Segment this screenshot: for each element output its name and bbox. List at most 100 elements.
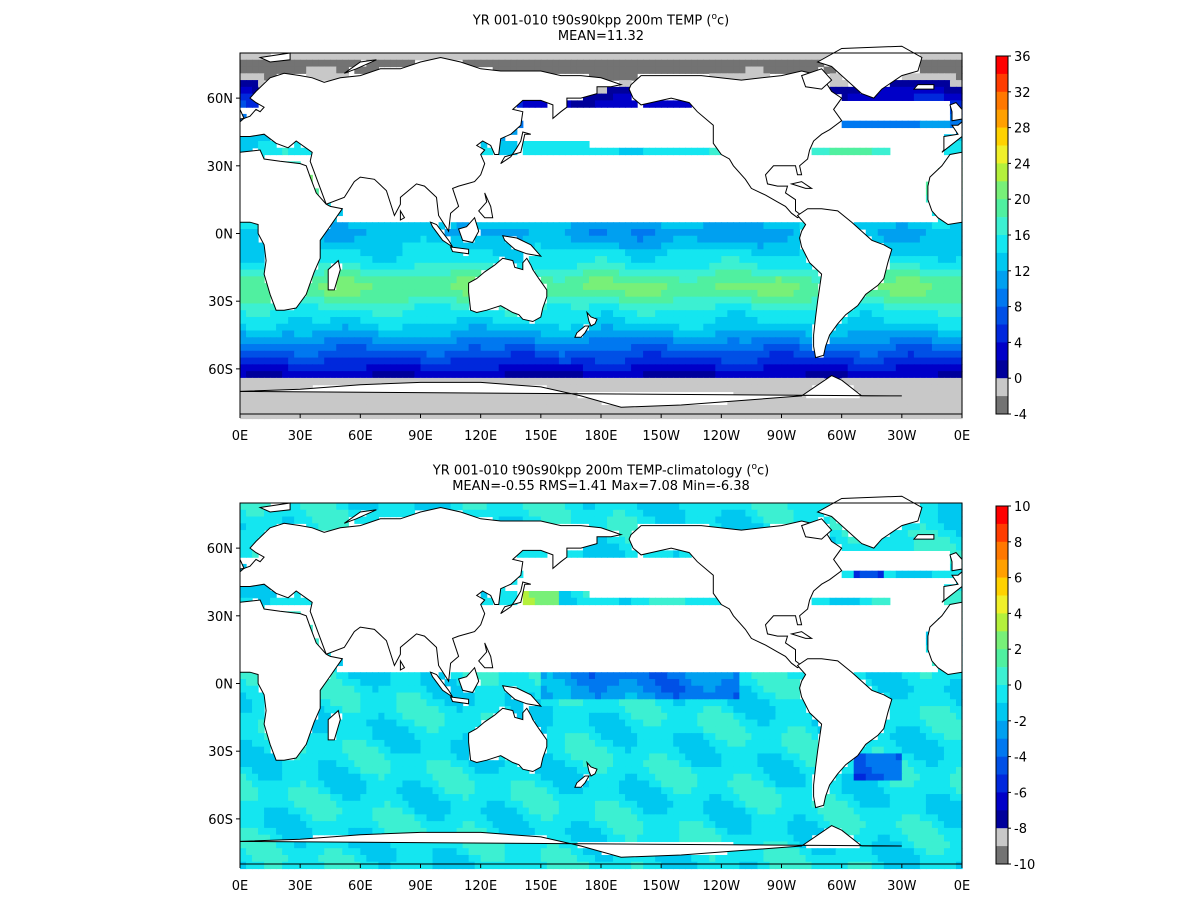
land-nz_south (574, 775, 590, 788)
lon-tick-label: 0E (954, 429, 971, 444)
lon-tick-label: 150W (642, 879, 680, 894)
lon-tick-label: 90W (767, 879, 797, 894)
map-panel-bottom: 0E 30E 60E 90E 120E 150E 180E 150W 120W 90W 60W 30W… (192, 495, 1035, 894)
lat-tick-label: 30N (207, 610, 233, 625)
colorbar-tick-label: 32 (1014, 86, 1031, 101)
colorbar-swatch (996, 73, 1008, 93)
land-novaya (344, 59, 377, 74)
colorbar-swatch (996, 163, 1008, 182)
colorbar-swatch (996, 360, 1008, 379)
lat-tick-label: 30N (207, 160, 233, 175)
land-nz_north (586, 310, 598, 327)
land-britain (240, 558, 245, 570)
map-title-bottom: YR 001-010 t90s90kpp 200m TEMP-climatolo… (432, 462, 770, 479)
lat-tick-label: 60N (207, 92, 233, 107)
colorbar-tick-label: 10 (1014, 500, 1031, 515)
map-title-top: YR 001-010 t90s90kpp 200m TEMP (oc) (472, 12, 730, 29)
colorbar-swatch (996, 235, 1008, 254)
colorbar-swatch (996, 595, 1008, 614)
lat-tick-label: 60S (208, 363, 233, 378)
lat-tick-label: 0N (215, 228, 233, 243)
colorbar-swatch (996, 306, 1008, 325)
land-japan (500, 581, 531, 615)
colorbar-swatch (996, 685, 1008, 704)
lon-tick-label: 60E (348, 429, 373, 444)
colorbar-swatch (996, 127, 1008, 146)
colorbar-swatch (996, 649, 1008, 668)
land-new_guinea (501, 685, 543, 707)
colorbar-swatch (996, 559, 1008, 578)
lon-tick-label: 0E (232, 429, 249, 444)
lon-tick-label: 60W (827, 429, 857, 444)
lon-tick-label: 30W (887, 429, 917, 444)
land-britain (949, 102, 962, 122)
colorbar-swatch (996, 613, 1008, 632)
lat-tick-label: 60N (207, 542, 233, 557)
lon-tick-label: 90E (408, 429, 433, 444)
colorbar-swatch (996, 756, 1008, 775)
colorbar-swatch (996, 288, 1008, 307)
land-nz_north (586, 760, 598, 777)
lon-tick-label: 90E (408, 879, 433, 894)
lon-tick-label: 180E (584, 879, 617, 894)
land-sri_lanka (399, 659, 406, 671)
lat-tick-label: 60S (208, 813, 233, 828)
land-novaya (344, 509, 377, 524)
land-north_america (628, 70, 843, 219)
lat-tick-label: 30S (208, 745, 233, 760)
colorbar-swatch (996, 828, 1008, 847)
land-new_guinea (501, 235, 543, 257)
colorbar-tick-label: -4 (1014, 408, 1027, 423)
land-nz_south (574, 325, 590, 338)
land-iceland (912, 534, 935, 540)
colorbar-tick-label: 4 (1014, 336, 1022, 351)
lon-tick-label: 0E (232, 879, 249, 894)
colorbar-swatch (996, 145, 1008, 164)
map-subtitle-bottom: MEAN=-0.55 RMS=1.41 Max=7.08 Min=-6.38 (452, 479, 750, 494)
lon-tick-label: 30E (288, 429, 313, 444)
colorbar-tick-label: 8 (1014, 301, 1022, 316)
land-australia (468, 257, 548, 323)
land-australia (468, 707, 548, 773)
land-madagascar (327, 709, 341, 741)
colorbar-swatch (996, 506, 1008, 525)
lon-axis: 0E 30E 60E 90E 120E 150E 180E 150W 120W 90W 60W 30W… (232, 414, 971, 444)
colorbar-swatch (996, 667, 1008, 686)
land-borneo (457, 666, 480, 694)
colorbar-swatch (996, 378, 1008, 397)
land-java (449, 696, 470, 705)
coastlines (192, 45, 962, 414)
lon-axis: 0E 30E 60E 90E 120E 150E 180E 150W 120W 90W 60W 30W… (232, 864, 970, 894)
land-iceland (192, 535, 212, 540)
lat-tick-label: 0N (215, 678, 233, 693)
colorbar-swatch (996, 810, 1008, 829)
land-africa (240, 599, 344, 761)
colorbar-swatch (996, 342, 1008, 361)
lon-tick-label: 120E (464, 429, 497, 444)
colorbar-tick-label: 16 (1014, 229, 1031, 244)
lon-tick-label: 180E (584, 429, 617, 444)
lon-tick-label: 150E (524, 429, 557, 444)
land-europe_asia (240, 56, 623, 233)
colorbar-tick-label: 36 (1014, 50, 1031, 65)
colorbar-swatch (996, 541, 1008, 560)
colorbar-tick-label: 0 (1014, 372, 1022, 387)
land-britain (949, 552, 962, 572)
land-south_america (796, 658, 893, 809)
land-europe_asia (941, 121, 962, 153)
map-subtitle-top: MEAN=11.32 (557, 29, 645, 44)
land-greenland (816, 45, 923, 99)
land-britain (240, 108, 245, 120)
land-cuba (789, 631, 814, 639)
land-svalbard (258, 52, 291, 63)
colorbar-swatch (996, 631, 1008, 650)
lon-tick-label: 120W (702, 879, 740, 894)
land-baffin (800, 68, 833, 90)
land-baffin (800, 518, 833, 540)
colorbar-swatch (996, 252, 1008, 272)
land-africa (240, 149, 344, 311)
land-iceland (192, 85, 212, 90)
lon-tick-label: 150W (642, 429, 680, 444)
colorbar-swatch (996, 324, 1008, 343)
coastlines (192, 495, 962, 864)
